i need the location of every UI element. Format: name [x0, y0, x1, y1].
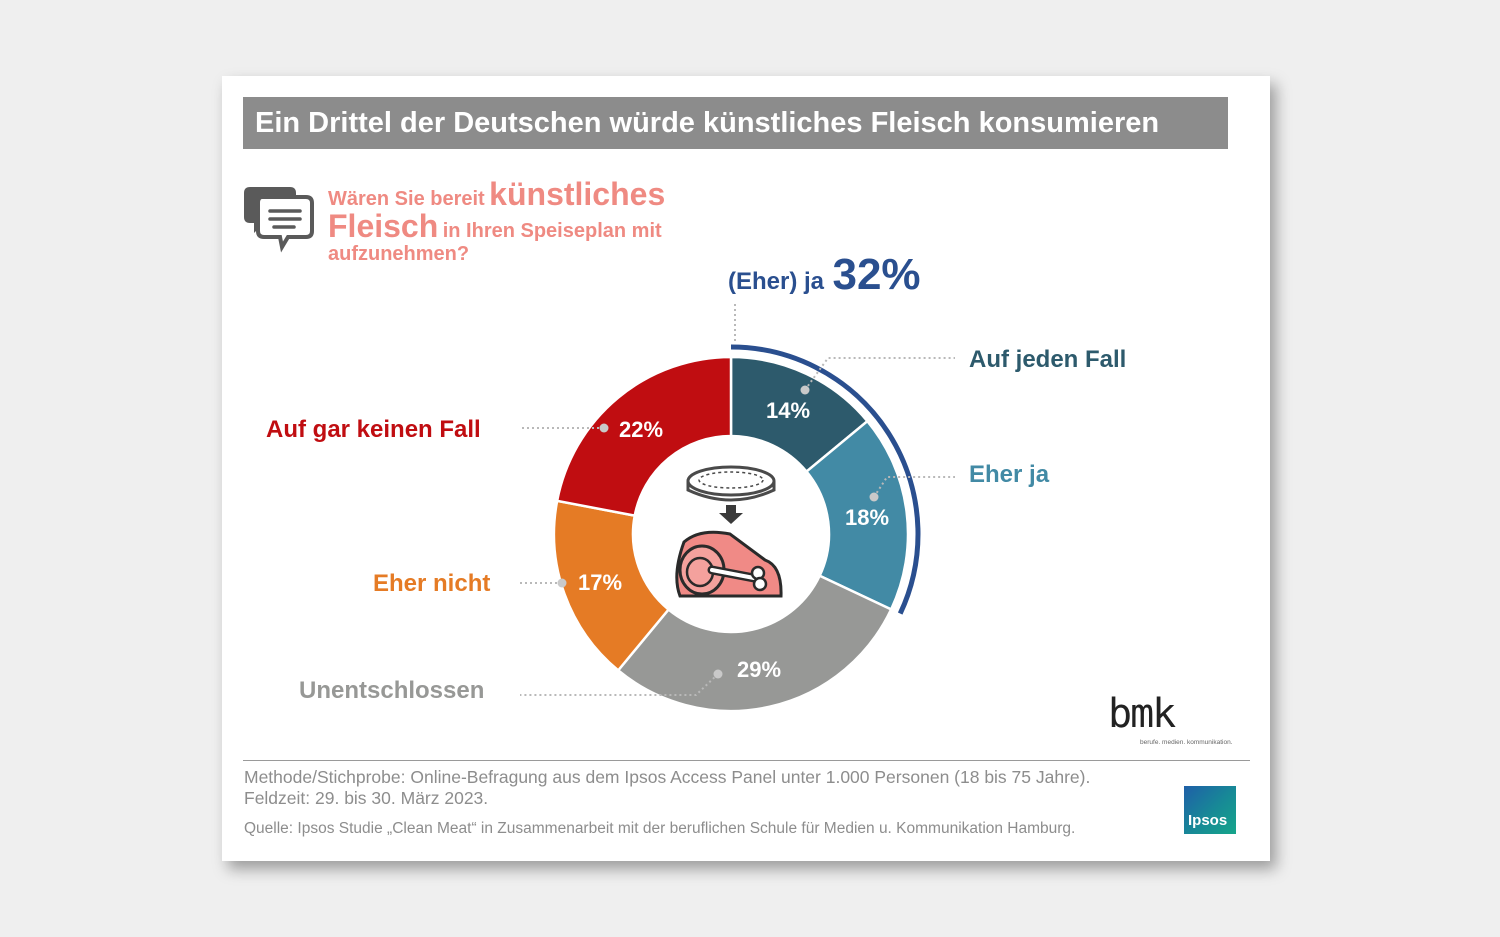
- survey-question: Wären Sie bereit künstliches Fleisch in …: [328, 178, 708, 264]
- category-label-eher-ja: Eher ja: [969, 461, 1050, 488]
- percent-label: 17%: [578, 570, 622, 595]
- percent-label: 14%: [766, 398, 810, 423]
- percent-label: 18%: [845, 505, 889, 530]
- footer-fieldtime: Feldzeit: 29. bis 30. März 2023.: [244, 788, 489, 808]
- question-part3: aufzunehmen?: [328, 243, 470, 265]
- bmk-logo: bmk: [1108, 691, 1176, 737]
- percent-labels: 14% 18% 29% 17% 22%: [578, 398, 889, 682]
- petri-dish-icon: [686, 465, 776, 502]
- speech-bubbles-icon: [244, 187, 314, 253]
- donut-slice-eher-nicht: [552, 499, 671, 673]
- category-label-auf-jeden-fall: Auf jeden Fall: [969, 346, 1127, 373]
- percent-label: 29%: [737, 657, 781, 682]
- leader-lines: [520, 357, 955, 696]
- summary-text: (Eher) ja: [728, 268, 825, 295]
- page-title: Ein Drittel der Deutschen würde künstlic…: [255, 107, 1160, 139]
- meat-icon: [675, 530, 783, 598]
- donut-slices: [552, 355, 910, 713]
- category-label-eher-nicht: Eher nicht: [373, 570, 491, 597]
- leader-dot: [599, 423, 609, 433]
- donut-slice-eher-ja: [804, 419, 910, 612]
- footer-source: Quelle: Ipsos Studie „Clean Meat“ in Zus…: [244, 820, 1076, 837]
- bmk-tagline: berufe. medien. kommunikation.: [1140, 739, 1233, 746]
- title-bar: Ein Drittel der Deutschen würde künstlic…: [243, 97, 1228, 149]
- leader-dot: [869, 492, 879, 502]
- category-label-auf-gar-keinen-fall: Auf gar keinen Fall: [266, 416, 481, 443]
- donut-slice-auf-gar-keinen-fall: [555, 355, 733, 518]
- question-part2: in Ihren Speiseplan mit: [442, 220, 662, 242]
- footer-method: Methode/Stichprobe: Online-Befragung aus…: [244, 767, 1091, 787]
- leader-line: [520, 673, 719, 696]
- category-label-unentschlossen: Unentschlossen: [299, 677, 485, 704]
- leader-dot: [713, 669, 723, 679]
- highlight-arc-group: [730, 304, 921, 615]
- summary-label: (Eher) ja 32%: [728, 250, 921, 300]
- question-emphasis2: Fleisch: [328, 208, 439, 244]
- donut-slice-unentschlossen: [616, 574, 893, 713]
- leader-dot: [557, 578, 567, 588]
- footer-divider: [243, 760, 1250, 761]
- ipsos-logo-text: Ipsos: [1188, 812, 1228, 829]
- percent-label: 22%: [619, 417, 663, 442]
- ipsos-logo: Ipsos: [1184, 786, 1236, 834]
- summary-value: 32%: [832, 250, 921, 299]
- arrow-down-icon: [719, 505, 743, 524]
- highlight-arc: [730, 344, 921, 615]
- question-part1: Wären Sie bereit: [328, 188, 485, 210]
- leader-dot: [800, 385, 810, 395]
- question-emphasis1: künstliches: [489, 176, 666, 212]
